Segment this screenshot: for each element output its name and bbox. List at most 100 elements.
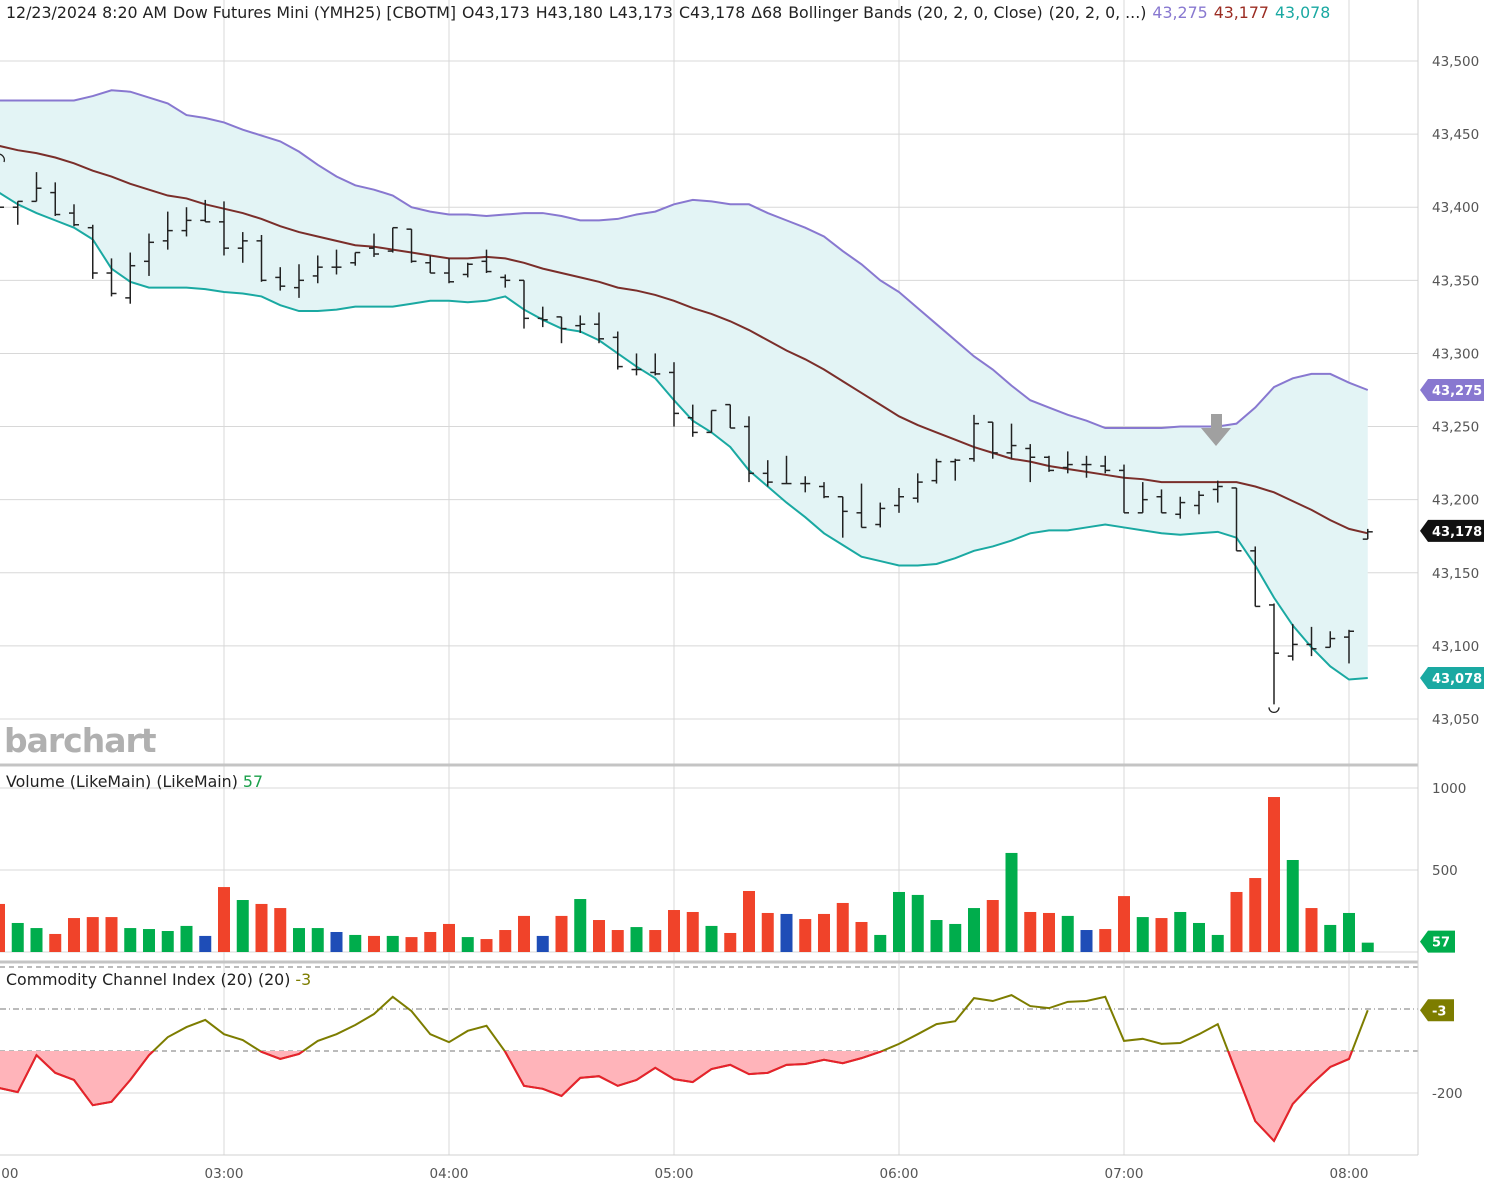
- cci-title[interactable]: Commodity Channel Index (20) (20): [6, 970, 291, 989]
- ohlc-bar: [1062, 451, 1073, 474]
- barchart-logo: barchart: [4, 721, 157, 760]
- ohlc-bar: [987, 421, 998, 459]
- volume-bar: [405, 937, 418, 952]
- ohlc-bar: [762, 460, 773, 487]
- time-tick-label: 08:00: [1330, 1166, 1369, 1182]
- ohlc-bar: [931, 458, 942, 484]
- volume-badge: [1420, 930, 1455, 953]
- ohlc-bar: [275, 267, 286, 291]
- header-close: C43,178: [678, 3, 746, 22]
- volume-bar: [649, 930, 662, 952]
- volume-bar: [30, 928, 43, 952]
- ohlc-bar: [462, 262, 473, 278]
- volume-bar: [443, 923, 455, 952]
- price-tick-label: 43,400: [1432, 200, 1479, 216]
- bb-upper-badge: [1420, 378, 1484, 401]
- volume-bar: [630, 927, 643, 952]
- volume-bar: [1155, 918, 1168, 952]
- volume-bar: [480, 939, 493, 952]
- volume-bar: [1343, 912, 1355, 952]
- volume-bar: [1174, 911, 1187, 952]
- down-arrow-signal-icon: [1201, 414, 1231, 446]
- ohlc-bar: [162, 211, 173, 250]
- volume-bar: [386, 935, 399, 952]
- last-price-badge: [1420, 519, 1484, 542]
- volume-bar: [461, 937, 474, 952]
- cci-tick-label: -200: [1432, 1086, 1463, 1102]
- ohlc-bar: [350, 251, 361, 266]
- volume-bar: [611, 930, 624, 952]
- ohlc-bar: [1231, 487, 1242, 552]
- header-symbol[interactable]: Dow Futures Mini (YMH25) [CBOTM]: [173, 3, 457, 22]
- volume-value: 57: [242, 772, 263, 791]
- header-open: O43,173: [462, 3, 530, 22]
- time-tick-label: 07:00: [1105, 1166, 1144, 1182]
- price-panel[interactable]: [0, 89, 1373, 713]
- volume-bar: [668, 910, 680, 952]
- volume-bar: [1061, 915, 1074, 952]
- volume-bar: [1211, 934, 1224, 952]
- header-indicator[interactable]: Bollinger Bands (20, 2, 0, Close): [788, 3, 1043, 22]
- volume-bar: [1043, 912, 1055, 952]
- volume-badge-text: 57: [1432, 936, 1450, 951]
- volume-bar: [986, 900, 999, 952]
- volume-bar: [799, 919, 812, 952]
- cci-badge-text: -3: [1432, 1004, 1446, 1019]
- volume-bar: [86, 917, 99, 952]
- ohlc-bar: [1362, 528, 1373, 540]
- volume-bar: [1005, 852, 1018, 952]
- ohlc-bar: [1287, 623, 1298, 661]
- volume-bar: [1286, 859, 1299, 952]
- price-badges: 43,275 43,178 43,078 57 -3: [1420, 378, 1484, 1022]
- bb-upper-badge-text: 43,275: [1432, 384, 1482, 399]
- time-tick-label: 03:00: [205, 1166, 244, 1182]
- volume-bar: [255, 903, 268, 952]
- ohlc-bar: [387, 226, 398, 253]
- ohlc-bar: [312, 255, 323, 284]
- volume-bar: [836, 902, 849, 952]
- high-marker-icon: [0, 153, 5, 163]
- volume-bar: [555, 915, 568, 952]
- volume-bar: [593, 920, 605, 952]
- price-tick-label: 43,250: [1432, 420, 1479, 436]
- ohlc-bar: [687, 404, 698, 437]
- ohlc-bar: [1100, 455, 1111, 474]
- volume-panel[interactable]: [0, 797, 1374, 952]
- volume-bar: [49, 933, 62, 952]
- cci-panel[interactable]: [0, 994, 1369, 1143]
- time-tick-label: 02:00: [0, 1166, 18, 1182]
- volume-bar: [574, 899, 587, 952]
- volume-bar: [1136, 917, 1149, 952]
- volume-bar: [1080, 930, 1093, 952]
- volume-bar: [424, 931, 437, 952]
- ohlc-bar: [1344, 629, 1354, 664]
- volume-bar: [1268, 797, 1280, 952]
- price-tick-label: 43,200: [1432, 493, 1479, 509]
- ohlc-bar: [481, 249, 492, 274]
- volume-bar: [818, 913, 830, 952]
- price-tick-label: 43,350: [1432, 273, 1479, 289]
- volume-bar: [780, 913, 793, 952]
- volume-bar: [1099, 929, 1112, 952]
- price-tick-label: 43,050: [1432, 712, 1479, 728]
- volume-bar: [1249, 878, 1262, 952]
- volume-bar: [949, 923, 962, 952]
- ohlc-bar: [181, 207, 192, 237]
- volume-bar: [274, 908, 287, 952]
- ohlc-bar: [69, 204, 79, 227]
- cci-legend: Commodity Channel Index (20) (20) -3: [6, 970, 311, 989]
- ohlc-bar: [819, 482, 829, 499]
- ohlc-bar: [1044, 455, 1054, 472]
- header-high: H43,180: [535, 3, 603, 22]
- ohlc-bar: [575, 315, 586, 333]
- volume-title[interactable]: Volume (LikeMain) (LikeMain): [6, 772, 238, 791]
- ohlc-bar: [837, 495, 848, 538]
- ohlc-bar: [1119, 464, 1129, 514]
- volume-bar: [368, 935, 380, 952]
- header-bb-middle: 43,177: [1213, 3, 1269, 22]
- volume-bar: [499, 930, 512, 952]
- price-tick-label: 43,150: [1432, 566, 1479, 582]
- volume-bar: [199, 935, 212, 952]
